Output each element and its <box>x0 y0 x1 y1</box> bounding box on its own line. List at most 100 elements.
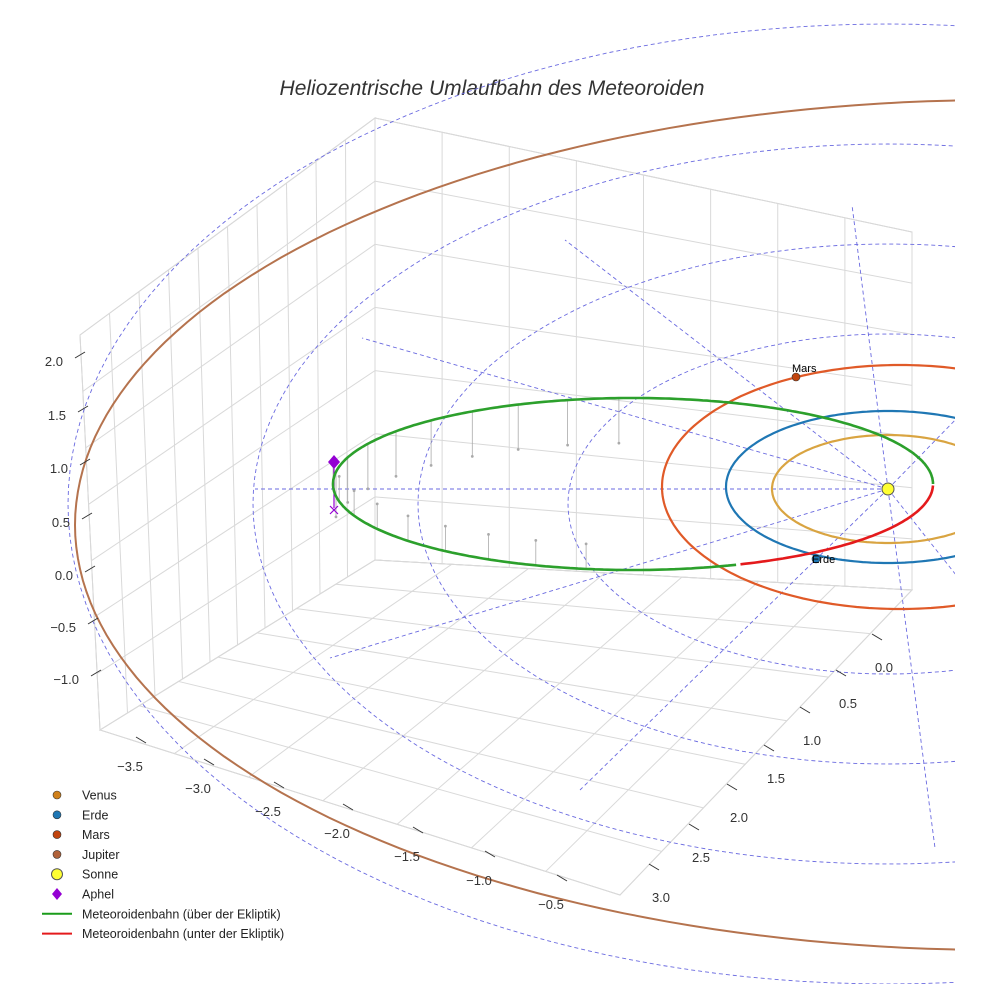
gridline <box>296 608 829 678</box>
drop-line-foot <box>487 533 490 536</box>
z-tick-label: 1.5 <box>48 408 66 423</box>
legend-marker-sonne <box>51 868 63 881</box>
x-axis: −3.5 −3.0 −2.5 −2.0 −1.5 −1.0 −0.5 <box>117 736 568 912</box>
z-tick-mark <box>77 405 89 413</box>
ecliptic-ring <box>567 333 955 675</box>
y-tick-mark <box>835 669 847 677</box>
gridline <box>619 589 913 896</box>
meteoroid-orbit-above <box>331 396 935 572</box>
gridline <box>79 334 101 731</box>
ecliptic-ray <box>887 488 955 575</box>
x-tick-mark <box>342 803 354 811</box>
drop-line-foot <box>617 441 621 445</box>
y-tick-label: 1.0 <box>803 733 821 748</box>
gridline <box>396 576 683 825</box>
x-tick-mark <box>412 826 424 834</box>
z-tick-label: −1.0 <box>53 672 79 687</box>
legend-label: Venus <box>82 789 117 803</box>
gridline <box>82 180 913 392</box>
gridline <box>471 581 759 849</box>
gridline <box>178 680 704 809</box>
gridline <box>217 656 746 765</box>
z-tick-label: 0.0 <box>55 568 73 583</box>
drop-line-foot <box>443 524 447 528</box>
drop-line-foot <box>566 443 569 447</box>
y-tick-label: 0.5 <box>839 696 857 711</box>
sun-marker <box>881 482 895 496</box>
gridline <box>322 572 606 802</box>
drop-line-foot <box>470 454 474 458</box>
legend-marker-jupiter <box>52 850 62 859</box>
legend-marker-mars <box>52 830 62 839</box>
gridline <box>138 291 156 697</box>
drop-line-foot <box>366 487 370 491</box>
x-tick-mark <box>203 758 215 766</box>
legend-marker-aphel <box>52 888 62 900</box>
legend: Venus Erde Mars Jupiter Sonne Aphel Meteoroide… <box>42 789 284 941</box>
drop-line-foot <box>346 500 350 504</box>
y-tick-mark <box>688 823 700 831</box>
z-tick-mark <box>90 669 102 677</box>
drop-line-foot <box>429 463 433 467</box>
gridline <box>257 632 787 722</box>
gridline <box>345 139 348 578</box>
legend-label: Meteoroidenbahn (über der Ekliptik) <box>82 907 281 921</box>
orbit-venus <box>770 433 955 545</box>
z-tick-label: −0.5 <box>50 620 76 635</box>
drop-line-foot <box>516 448 520 451</box>
legend-label: Aphel <box>82 888 114 902</box>
x-tick-label: −1.0 <box>466 873 492 888</box>
gridline <box>88 306 913 505</box>
drop-line-foot <box>375 502 379 506</box>
x-tick-mark <box>556 874 568 882</box>
x-tick-label: −3.0 <box>185 781 211 796</box>
ecliptic-ray <box>329 488 889 659</box>
aphel-marker <box>328 455 340 469</box>
z-tick-mark <box>79 458 91 466</box>
gridline <box>335 583 871 635</box>
z-tick-mark <box>87 617 99 625</box>
z-tick-mark <box>74 351 86 359</box>
gridline <box>374 559 913 591</box>
drop-line-foot <box>337 474 341 478</box>
y-tick-mark <box>799 706 811 714</box>
x-tick-mark <box>273 781 285 789</box>
ecliptic-ray <box>564 239 889 490</box>
meteoroid-orbit <box>331 396 935 572</box>
y-tick-mark <box>648 863 660 871</box>
planet-marker-mars <box>791 372 801 382</box>
ecliptic-ray <box>579 488 889 791</box>
y-tick-label: 1.5 <box>767 771 785 786</box>
orbit-erde <box>724 409 955 565</box>
gridline <box>174 563 452 754</box>
planet-orbits <box>73 99 955 951</box>
z-axis: 2.0 1.5 1.0 0.5 0.0 −0.5 −1.0 <box>45 351 102 687</box>
gridline <box>94 433 913 618</box>
drop-line-foot <box>534 539 538 542</box>
ecliptic-ray <box>361 337 889 490</box>
gridline <box>197 248 211 663</box>
x-tick-label: −1.5 <box>394 849 420 864</box>
gridline <box>99 729 621 896</box>
z-tick-mark <box>84 565 96 573</box>
ecliptic-ring <box>417 243 955 765</box>
y-tick-mark <box>871 633 883 641</box>
legend-label: Jupiter <box>82 848 120 862</box>
z-tick-label: 0.5 <box>52 515 70 530</box>
y-tick-label: 2.5 <box>692 850 710 865</box>
gridline <box>79 117 913 336</box>
legend-label: Sonne <box>82 868 118 882</box>
legend-label: Erde <box>82 808 108 822</box>
y-tick-label: 2.0 <box>730 810 748 825</box>
orbit-jupiter <box>73 99 955 951</box>
drop-line-foot <box>334 515 338 519</box>
gridline <box>85 243 913 449</box>
orbit-mars <box>660 363 955 611</box>
gridline <box>139 705 662 852</box>
x-tick-label: −3.5 <box>117 759 143 774</box>
x-tick-mark <box>135 736 147 744</box>
gridline <box>248 568 529 778</box>
z-tick-label: 1.0 <box>50 461 68 476</box>
grid <box>79 117 913 896</box>
x-tick-label: −2.0 <box>324 826 350 841</box>
